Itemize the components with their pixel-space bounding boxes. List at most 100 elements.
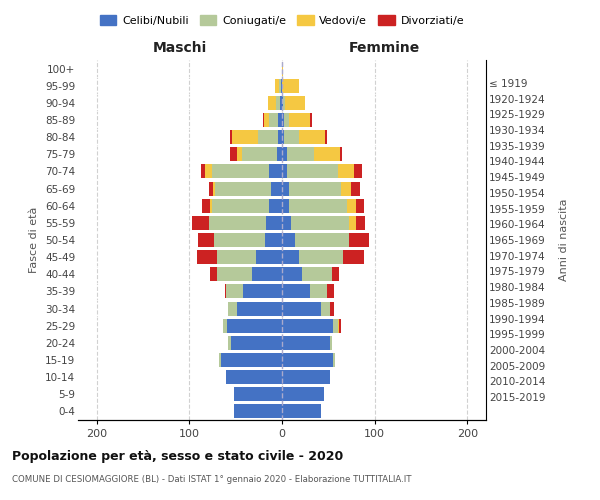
Bar [347, 198, 356, 212]
Bar [356, 198, 364, 212]
Bar [212, 164, 269, 178]
Bar [349, 233, 369, 247]
Bar [219, 353, 221, 367]
Bar [214, 233, 265, 247]
Bar [224, 284, 226, 298]
Bar [310, 113, 311, 127]
Bar [215, 182, 271, 196]
Bar [289, 182, 341, 196]
Bar [205, 164, 212, 178]
Bar [343, 250, 364, 264]
Bar [192, 216, 209, 230]
Bar [234, 404, 282, 418]
Bar [295, 233, 349, 247]
Bar [325, 130, 326, 144]
Bar [282, 198, 289, 212]
Bar [209, 216, 266, 230]
Bar [258, 130, 278, 144]
Bar [282, 216, 291, 230]
Bar [202, 198, 209, 212]
Text: COMUNE DI CESIOMAGGIORE (BL) - Dati ISTAT 1° gennaio 2020 - Elaborazione TUTTITA: COMUNE DI CESIOMAGGIORE (BL) - Dati ISTA… [12, 475, 412, 484]
Bar [282, 370, 330, 384]
Bar [326, 284, 334, 298]
Bar [282, 388, 324, 402]
Bar [278, 113, 282, 127]
Bar [314, 148, 340, 162]
Text: Maschi: Maschi [153, 41, 207, 55]
Bar [197, 233, 214, 247]
Bar [279, 78, 281, 92]
Bar [282, 404, 321, 418]
Bar [282, 233, 295, 247]
Bar [282, 130, 284, 144]
Bar [356, 216, 365, 230]
Bar [282, 96, 283, 110]
Bar [223, 318, 227, 332]
Bar [283, 96, 285, 110]
Bar [330, 336, 332, 350]
Bar [321, 302, 330, 316]
Bar [289, 113, 310, 127]
Text: Femmine: Femmine [349, 41, 419, 55]
Bar [302, 268, 332, 281]
Bar [214, 182, 215, 196]
Bar [282, 302, 321, 316]
Bar [217, 250, 256, 264]
Bar [242, 148, 277, 162]
Y-axis label: Fasce di età: Fasce di età [29, 207, 40, 273]
Bar [284, 130, 299, 144]
Bar [256, 250, 282, 264]
Bar [287, 148, 314, 162]
Bar [265, 113, 269, 127]
Bar [226, 284, 243, 298]
Bar [291, 216, 349, 230]
Bar [238, 302, 282, 316]
Bar [231, 336, 282, 350]
Bar [289, 198, 347, 212]
Bar [338, 318, 340, 332]
Y-axis label: Anni di nascita: Anni di nascita [559, 198, 569, 281]
Bar [275, 96, 280, 110]
Bar [232, 130, 258, 144]
Bar [275, 78, 279, 92]
Bar [282, 62, 283, 76]
Bar [278, 130, 282, 144]
Bar [226, 370, 282, 384]
Bar [282, 353, 333, 367]
Bar [230, 148, 238, 162]
Legend: Celibi/Nubili, Coniugati/e, Vedovi/e, Divorziati/e: Celibi/Nubili, Coniugati/e, Vedovi/e, Di… [95, 10, 469, 30]
Bar [221, 353, 282, 367]
Bar [243, 284, 282, 298]
Bar [355, 164, 362, 178]
Bar [227, 318, 282, 332]
Bar [333, 318, 338, 332]
Bar [269, 164, 282, 178]
Bar [284, 113, 289, 127]
Bar [282, 182, 289, 196]
Bar [340, 318, 341, 332]
Bar [287, 164, 338, 178]
Text: Popolazione per età, sesso e stato civile - 2020: Popolazione per età, sesso e stato civil… [12, 450, 343, 463]
Bar [209, 198, 212, 212]
Bar [299, 250, 343, 264]
Bar [212, 198, 269, 212]
Bar [253, 268, 282, 281]
Bar [265, 233, 282, 247]
Bar [266, 216, 282, 230]
Bar [282, 78, 299, 92]
Bar [209, 268, 217, 281]
Bar [209, 182, 214, 196]
Bar [228, 302, 238, 316]
Bar [277, 148, 282, 162]
Bar [282, 250, 299, 264]
Bar [271, 182, 282, 196]
Bar [269, 198, 282, 212]
Bar [282, 148, 287, 162]
Bar [350, 182, 360, 196]
Bar [234, 388, 282, 402]
Bar [338, 164, 355, 178]
Bar [332, 268, 340, 281]
Bar [349, 216, 356, 230]
Bar [202, 164, 205, 178]
Bar [263, 113, 265, 127]
